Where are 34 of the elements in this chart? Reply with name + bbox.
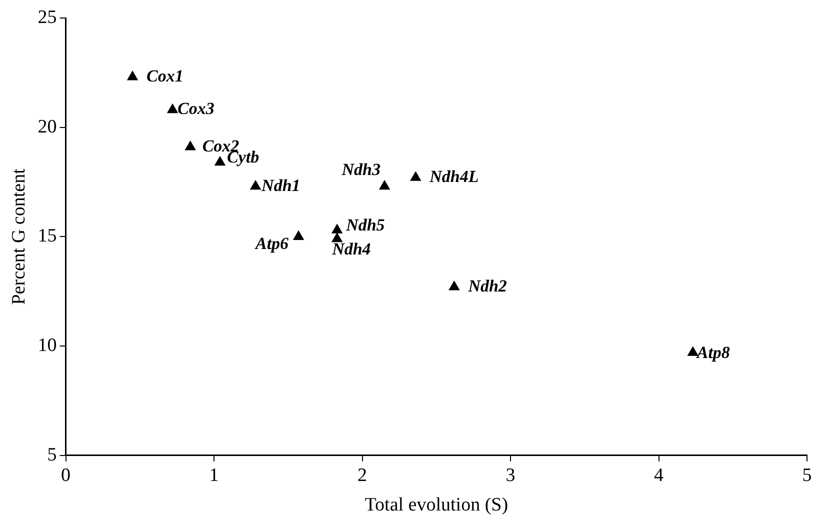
x-axis-title: Total evolution (S) (364, 494, 508, 516)
point (448, 281, 460, 290)
y-tick-label: 5 (47, 444, 57, 466)
point (167, 104, 178, 114)
point (293, 230, 304, 240)
annotation: Ndh3 (340, 160, 382, 179)
annotation: Ndh4L (428, 167, 479, 186)
point (332, 224, 342, 234)
annotation: Ndh4 (331, 239, 371, 258)
annotation: Cox1 (146, 66, 184, 86)
point (127, 71, 138, 80)
point (379, 180, 390, 190)
y-axis-title: Percent G content (8, 168, 30, 305)
annotation: Atp8 (696, 343, 730, 362)
x-tick-label: 1 (209, 464, 219, 486)
point (332, 232, 342, 242)
point (185, 141, 196, 150)
annotation: Ndh1 (260, 176, 300, 195)
annotation: Cox3 (178, 99, 215, 118)
x-tick-label: 0 (61, 464, 71, 486)
point (410, 172, 421, 181)
annotation: Ndh2 (467, 276, 508, 296)
x-tick-label: 3 (506, 464, 516, 486)
x-tick-label: 5 (802, 464, 812, 486)
annotation: Ndh5 (345, 216, 386, 235)
y-tick-label: 10 (38, 335, 57, 356)
annotation: Atp6 (254, 234, 290, 254)
y-tick-label: 25 (38, 6, 57, 28)
y-tick-label: 15 (38, 226, 57, 247)
point (250, 180, 261, 190)
point (214, 156, 226, 166)
x-tick-label: 2 (358, 464, 368, 486)
x-tick-label: 4 (654, 464, 664, 486)
y-tick-label: 20 (38, 116, 57, 138)
